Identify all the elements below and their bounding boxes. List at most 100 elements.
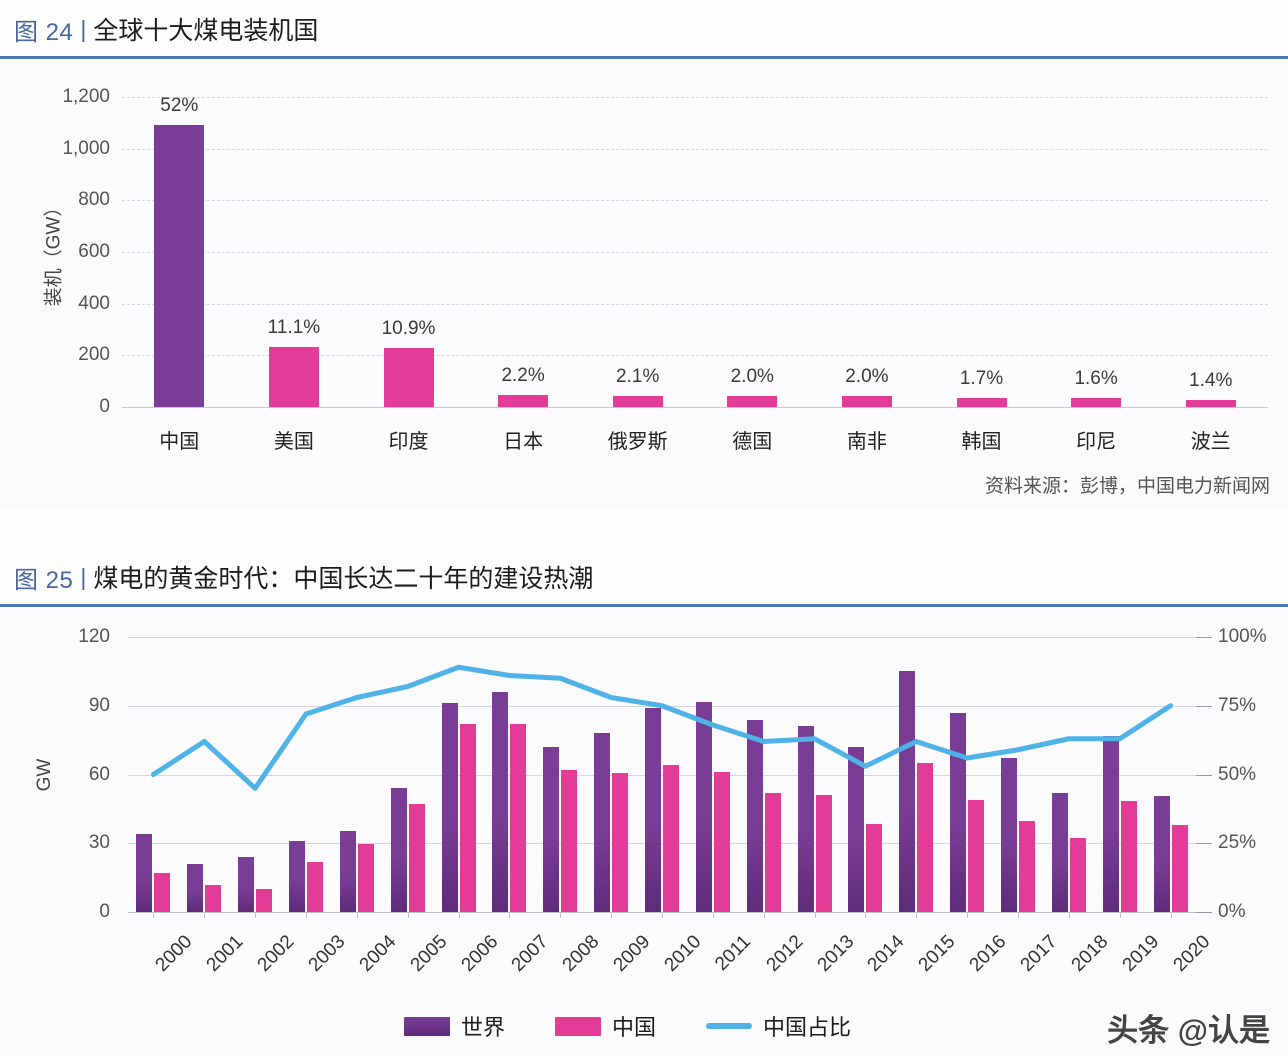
- bar-china: [256, 889, 273, 912]
- x-tick-mark: [1119, 912, 1121, 918]
- x-tick-mark: [1018, 912, 1019, 918]
- figure-25-separator: |: [80, 563, 87, 590]
- figure-24-rule: [0, 56, 1288, 59]
- bar: [268, 346, 319, 407]
- y-gridline: [128, 843, 1196, 845]
- x-tick-mark: [560, 912, 562, 918]
- figure-25-legend: 世界 中国 中国占比: [404, 1010, 885, 1042]
- bar-world: [136, 834, 153, 912]
- x-axis-year-label: 2000: [152, 931, 197, 976]
- x-axis-category-label: 印度: [388, 431, 429, 453]
- x-axis-category-label: 南非: [846, 431, 887, 453]
- x-axis-category-label: 俄罗斯: [607, 431, 668, 453]
- bar-world: [1001, 758, 1017, 912]
- bar: [727, 396, 778, 407]
- bar-china: [968, 799, 985, 912]
- figure-25-title: 煤电的黄金时代：中国长达二十年的建设热潮: [93, 565, 594, 593]
- x-axis-year-label: 2007: [508, 931, 553, 976]
- x-axis-category-label: 美国: [273, 431, 314, 453]
- y-axis-tick-label-right: 50%: [1218, 763, 1257, 785]
- bar-china: [1019, 821, 1035, 912]
- x-tick-mark: [712, 912, 714, 918]
- figure-24-chart-panel: 0 200 400 600 800 1,000 1,200 装机（GW） 52% 中国 11.1% 美…: [0, 59, 1288, 509]
- bar-world: [746, 719, 763, 912]
- figure-25-header: 图 25 | 煤电的黄金时代：中国长达二十年的建设热潮: [0, 548, 1288, 606]
- figure-25-number: 图 25: [14, 566, 74, 594]
- bar-world: [1051, 792, 1068, 912]
- bar-china: [408, 804, 425, 912]
- x-axis-category-label: 韩国: [961, 431, 1002, 453]
- x-tick-mark: [458, 912, 460, 918]
- figure-25-rule: [0, 604, 1288, 607]
- x-axis-category-label: 中国: [159, 431, 200, 453]
- y-gridline: [128, 774, 1196, 776]
- x-axis-category-label: 日本: [503, 431, 544, 453]
- bar-china: [561, 769, 578, 912]
- x-tick-mark: [1170, 912, 1172, 918]
- x-axis-year-label: 2001: [202, 931, 248, 976]
- x-tick-mark: [763, 912, 765, 918]
- y-gridline: [122, 407, 1268, 408]
- bar-world: [543, 747, 560, 912]
- bar-world: [390, 788, 407, 912]
- y-tick-mark-right: [1196, 705, 1212, 707]
- figure-25-chart-panel: 0 0% 30 25% 60 50% 90 75% 120 100% GW 2000 2001 2002 2…: [0, 607, 1288, 1056]
- bar: [1071, 398, 1122, 407]
- bar-china: [1171, 824, 1188, 912]
- bar-china: [459, 724, 476, 912]
- figure-24-header: 图 24 | 全球十大煤电装机国: [0, 0, 1288, 58]
- legend-label: 中国占比: [763, 1015, 852, 1040]
- bar-world: [848, 747, 865, 912]
- x-axis-year-label: 2008: [558, 931, 604, 976]
- y-axis-tick-label-right: 0%: [1218, 901, 1246, 922]
- y-axis-tick-label: 200: [78, 344, 110, 366]
- bar: [612, 395, 663, 407]
- x-axis-year-label: 2011: [711, 931, 755, 975]
- legend-item: 中国占比: [706, 1010, 851, 1042]
- bar-world: [289, 840, 305, 912]
- bar-value-label: 1.6%: [1074, 368, 1118, 390]
- bar-world: [645, 708, 661, 912]
- x-tick-mark: [1068, 912, 1070, 918]
- bar-world: [441, 703, 458, 912]
- bar-value-label: 11.1%: [267, 316, 321, 338]
- y-axis-tick-label-right: 100%: [1218, 626, 1267, 647]
- y-gridline: [122, 303, 1268, 306]
- x-axis-year-label: 2017: [1016, 931, 1062, 976]
- x-axis-year-label: 2009: [609, 931, 655, 976]
- y-axis-tick-label-left: 30: [88, 832, 110, 854]
- y-tick-mark-right: [1196, 843, 1212, 845]
- x-axis-year-label: 2020: [1169, 931, 1214, 976]
- x-axis-year-label: 2010: [660, 931, 706, 976]
- bar-world: [695, 702, 712, 912]
- watermark: 头条 @认是: [1107, 1013, 1270, 1048]
- x-tick-mark: [814, 912, 816, 918]
- figure-24-source: 资料来源：彭博，中国电力新闻网: [984, 476, 1270, 497]
- bar-china: [357, 844, 374, 912]
- bar-world: [1153, 796, 1170, 912]
- x-tick-mark: [255, 912, 257, 918]
- x-axis-year-label: 2012: [762, 931, 808, 976]
- x-tick-mark: [204, 912, 206, 918]
- legend-label: 中国: [612, 1015, 657, 1040]
- legend-swatch-china: [555, 1016, 602, 1036]
- x-axis-category-label: 波兰: [1190, 431, 1231, 453]
- x-tick-mark: [967, 912, 969, 918]
- bar-world: [899, 671, 916, 912]
- x-axis-year-label: 2006: [457, 931, 502, 976]
- china-share-line-series: [150, 664, 1174, 791]
- bar-china: [663, 765, 679, 912]
- bar-world: [238, 857, 255, 912]
- x-tick-mark: [509, 912, 511, 918]
- y-axis-tick-label: 800: [78, 189, 110, 211]
- bar-value-label: 1.7%: [959, 367, 1004, 389]
- x-axis-year-label: 2004: [355, 931, 401, 976]
- x-axis-year-label: 2015: [914, 931, 960, 976]
- y-axis-tick-label: 600: [78, 241, 110, 262]
- bar-china: [815, 795, 832, 912]
- bar: [956, 397, 1007, 407]
- x-tick-mark: [865, 912, 867, 918]
- legend-line-china-share: [706, 1023, 753, 1029]
- bar-value-label: 10.9%: [381, 317, 436, 339]
- y-tick-mark-right: [1196, 912, 1212, 913]
